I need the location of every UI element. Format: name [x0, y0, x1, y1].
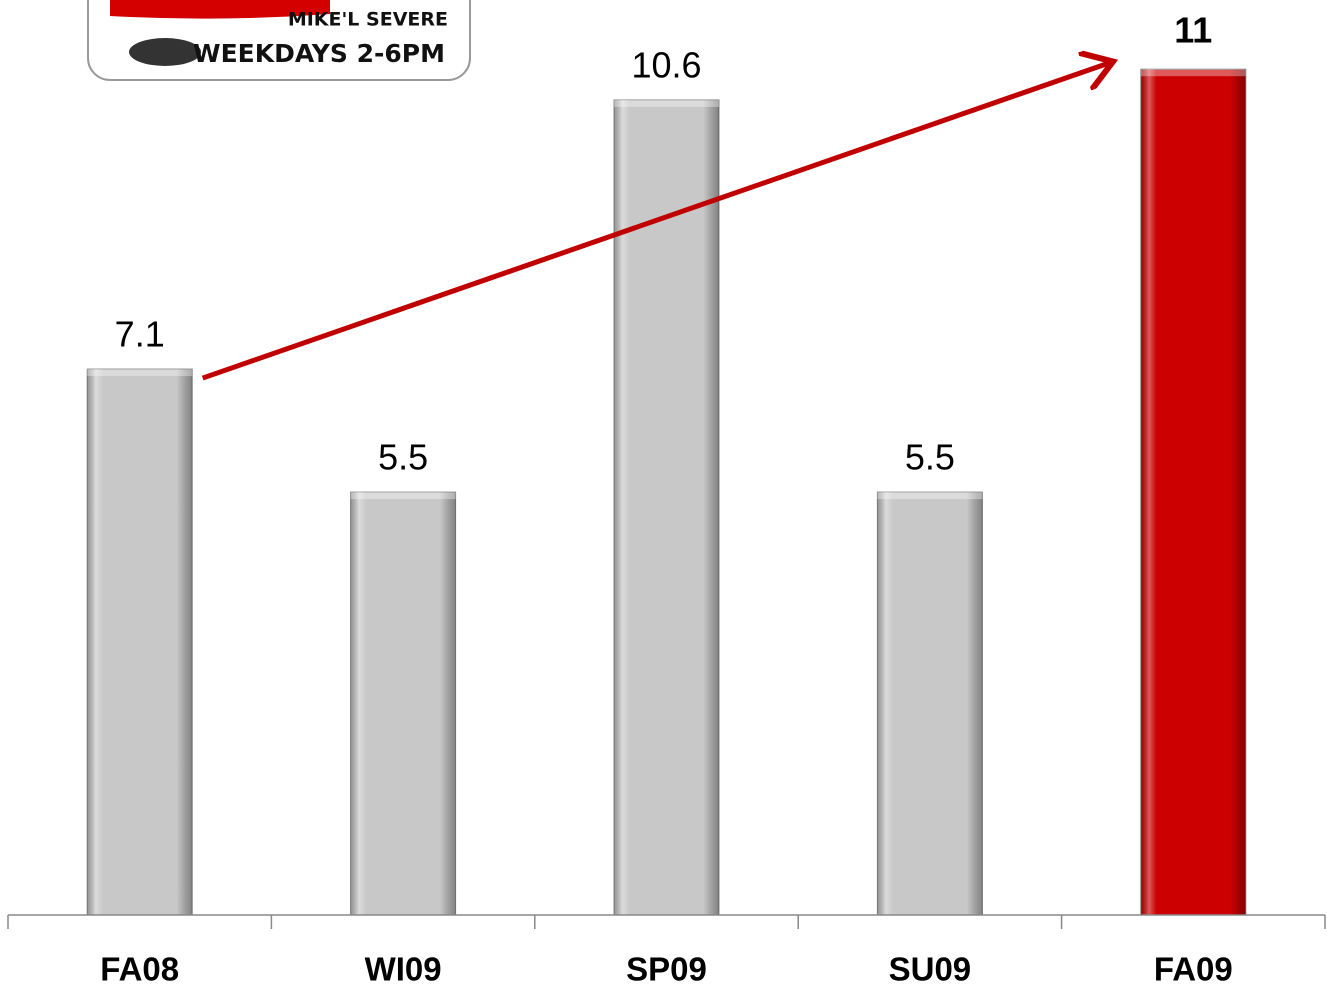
x-tick-label: SP09 — [626, 951, 707, 988]
bar-top-bevel — [877, 492, 983, 500]
bar-top-bevel — [87, 369, 193, 377]
bar — [86, 368, 193, 916]
bar-top-bevel — [350, 492, 456, 500]
bar-top-bevel — [1140, 69, 1246, 77]
bar — [1140, 68, 1247, 916]
bar — [876, 491, 983, 916]
value-label: 10.6 — [631, 44, 701, 85]
value-label: 5.5 — [905, 437, 955, 478]
x-tick-label: SU09 — [889, 951, 972, 988]
logo-badge — [129, 38, 201, 66]
value-label: 11 — [1174, 10, 1212, 51]
value-label: 5.5 — [378, 437, 428, 478]
x-tick-label: WI09 — [365, 951, 442, 988]
x-tick-label: FA09 — [1154, 951, 1233, 988]
x-tick-label: FA08 — [100, 951, 179, 988]
logo-text: MIKE'L SEVERE — [288, 9, 448, 31]
value-label: 7.1 — [115, 314, 165, 355]
bar-top-bevel — [614, 99, 719, 107]
logo-banner — [110, 0, 330, 19]
trend-arrow — [201, 63, 1109, 381]
bar — [613, 99, 720, 916]
bar — [350, 491, 457, 916]
logo: MIKE'L SEVERE WEEKDAYS 2-6PM — [87, 0, 471, 81]
logo-text: WEEKDAYS 2-6PM — [193, 39, 445, 68]
